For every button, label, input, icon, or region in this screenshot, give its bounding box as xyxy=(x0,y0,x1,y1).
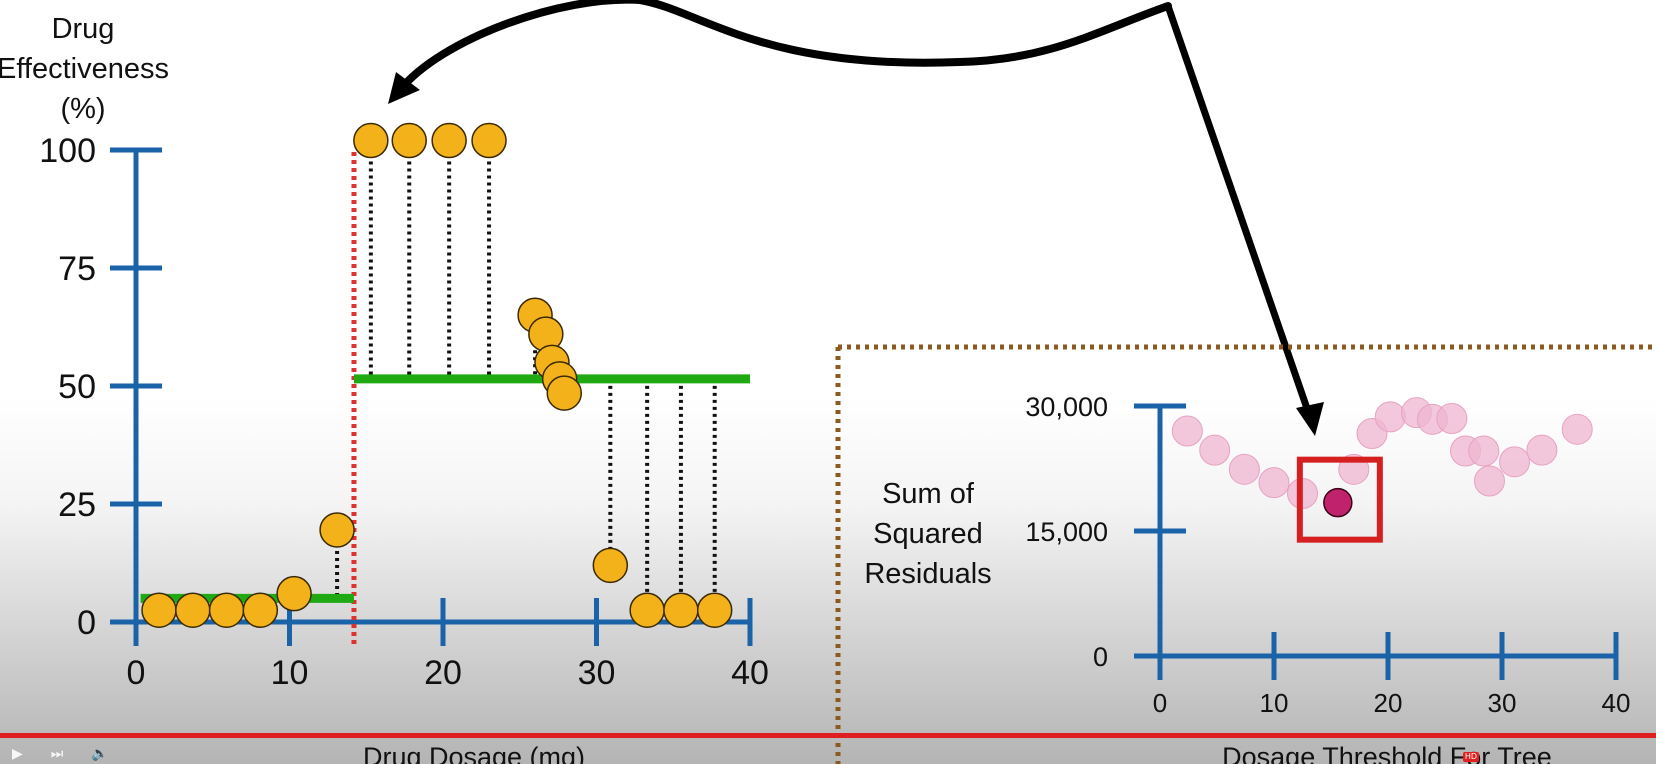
y-axis-label-line-3: (%) xyxy=(60,93,105,125)
y-tick-label: 15,000 xyxy=(1025,517,1108,547)
y-axis-label-line-2: Effectiveness xyxy=(0,53,169,85)
y-tick-label: 30,000 xyxy=(1025,392,1108,422)
sum-squared-residuals-chart: Sum of Squared Residuals Dosage Threshol… xyxy=(835,344,1656,764)
y-axis-label-line-1: Sum of xyxy=(882,478,975,510)
data-point xyxy=(276,575,312,612)
highlighted-data-point xyxy=(1323,487,1353,518)
highlight-box xyxy=(1296,456,1383,543)
faded-data-point xyxy=(1171,415,1203,447)
x-axis-label: Drug Dosage (mg) xyxy=(363,742,585,764)
x-tick-label: 0 xyxy=(1153,688,1167,718)
data-point xyxy=(546,375,583,411)
x-tick-label: 40 xyxy=(1602,688,1631,718)
data-point xyxy=(319,512,355,548)
curved-arrow-wave xyxy=(636,0,1172,67)
y-tick-label: 0 xyxy=(77,604,96,642)
x-tick-label: 30 xyxy=(578,654,616,692)
faded-data-point xyxy=(1436,403,1468,434)
data-point xyxy=(592,547,629,584)
x-tick-label: 0 xyxy=(127,654,146,692)
y-tick-label: 25 xyxy=(58,486,96,524)
y-tick-label: 0 xyxy=(1093,642,1108,672)
data-point xyxy=(242,592,279,628)
hd-badge-icon: HD xyxy=(1463,752,1479,762)
data-point xyxy=(208,592,245,628)
y-tick-label: 75 xyxy=(58,250,96,288)
x-tick-label: 40 xyxy=(731,654,769,692)
y-tick-label: 100 xyxy=(39,132,96,170)
y-axis-label-line-1: Drug xyxy=(52,13,115,45)
data-point xyxy=(431,122,467,159)
faded-data-point xyxy=(1468,435,1500,467)
faded-data-point xyxy=(1526,434,1558,466)
y-axis-label-line-2: Squared xyxy=(873,518,983,550)
volume-icon[interactable]: 🔈 xyxy=(91,746,109,762)
faded-data-point xyxy=(1473,465,1505,497)
data-point xyxy=(471,122,507,159)
y-tick-label: 50 xyxy=(58,368,96,406)
video-progress-bar[interactable] xyxy=(0,733,1656,738)
play-icon[interactable]: ▶ xyxy=(12,746,23,762)
x-tick-label: 20 xyxy=(1374,688,1403,718)
data-point xyxy=(391,122,427,159)
next-icon[interactable]: ⏭ xyxy=(50,746,64,762)
curved-arrow-left xyxy=(396,0,644,94)
data-point xyxy=(141,592,177,628)
x-tick-label: 10 xyxy=(1260,688,1289,718)
arrow-head-left xyxy=(388,72,420,104)
x-tick-label: 10 xyxy=(271,654,309,692)
x-tick-label: 20 xyxy=(424,654,462,692)
faded-data-point xyxy=(1199,434,1231,466)
video-controls: ▶ ⏭ 🔈 xyxy=(0,744,1656,764)
arrow-head-right xyxy=(1296,402,1324,436)
data-point xyxy=(175,592,211,628)
drug-effectiveness-chart: Drug Effectiveness (%) Drug Dosage (mg) … xyxy=(0,13,769,764)
data-point xyxy=(629,592,665,628)
data-point xyxy=(353,122,389,159)
faded-data-point xyxy=(1561,413,1593,445)
data-point xyxy=(696,592,733,628)
x-tick-label: 30 xyxy=(1488,688,1517,718)
data-point xyxy=(663,592,699,628)
y-axis-label-line-3: Residuals xyxy=(864,558,991,590)
faded-data-point xyxy=(1374,401,1406,433)
faded-data-point xyxy=(1499,446,1531,478)
faded-data-point xyxy=(1228,453,1260,485)
faded-data-point xyxy=(1258,467,1290,499)
straight-arrow-right xyxy=(1164,2,1315,424)
